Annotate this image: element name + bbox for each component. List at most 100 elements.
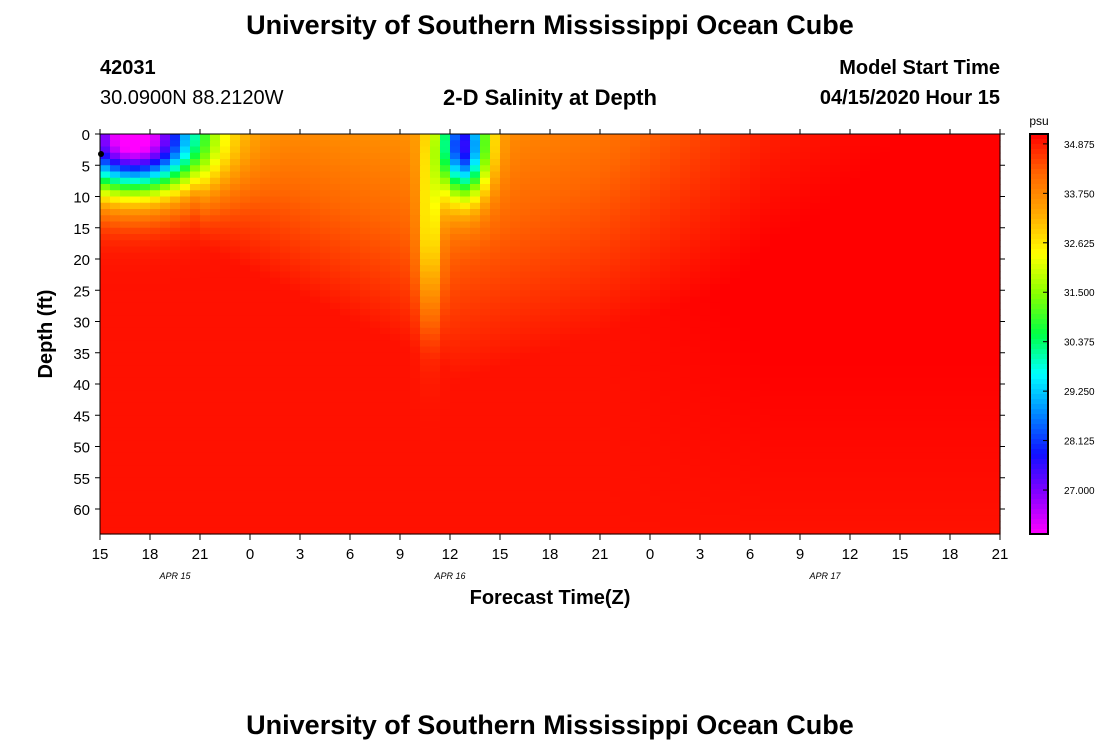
- heatmap-cell: [640, 215, 651, 223]
- heatmap-cell: [870, 452, 881, 460]
- heatmap-cell: [890, 202, 901, 210]
- heatmap-cell: [710, 140, 721, 148]
- heatmap-cell: [760, 165, 771, 173]
- heatmap-cell: [980, 340, 991, 348]
- heatmap-cell: [250, 365, 261, 373]
- heatmap-cell: [100, 209, 111, 216]
- heatmap-cell: [280, 265, 291, 273]
- heatmap-cell: [290, 196, 301, 204]
- heatmap-cell: [340, 302, 351, 310]
- heatmap-cell: [660, 277, 671, 285]
- heatmap-cell: [390, 265, 401, 273]
- heatmap-cell: [150, 234, 161, 241]
- heatmap-cell: [280, 402, 291, 410]
- heatmap-cell: [830, 446, 841, 454]
- heatmap-cell: [990, 421, 1001, 429]
- heatmap-cell: [880, 140, 891, 148]
- heatmap-cell: [100, 377, 111, 385]
- heatmap-cell: [160, 202, 171, 210]
- heatmap-cell: [390, 290, 401, 298]
- heatmap-cell: [570, 384, 581, 391]
- heatmap-cell: [980, 365, 991, 373]
- heatmap-cell: [640, 409, 651, 416]
- heatmap-cell: [560, 302, 571, 310]
- heatmap-cell: [790, 327, 801, 335]
- heatmap-cell: [540, 221, 551, 229]
- heatmap-cell: [440, 315, 451, 323]
- heatmap-cell: [410, 384, 421, 391]
- heatmap-cell: [490, 296, 501, 304]
- heatmap-cell: [600, 246, 611, 254]
- heatmap-cell: [710, 202, 721, 210]
- heatmap-cell: [680, 384, 691, 391]
- heatmap-cell: [650, 302, 661, 310]
- heatmap-cell: [630, 215, 641, 223]
- heatmap-cell: [490, 365, 501, 373]
- heatmap-cell: [420, 190, 431, 198]
- heatmap-cell: [880, 290, 891, 298]
- heatmap-cell: [320, 465, 331, 473]
- heatmap-cell: [130, 302, 141, 310]
- heatmap-cell: [860, 196, 871, 204]
- heatmap-cell: [800, 215, 811, 223]
- heatmap-cell: [140, 290, 151, 298]
- heatmap-cell: [660, 140, 671, 148]
- heatmap-cell: [690, 346, 701, 354]
- heatmap-cell: [480, 340, 491, 348]
- heatmap-cell: [120, 415, 131, 423]
- heatmap-cell: [130, 427, 141, 435]
- heatmap-cell: [710, 265, 721, 273]
- heatmap-cell: [570, 271, 581, 279]
- heatmap-cell: [150, 334, 161, 341]
- heatmap-cell: [880, 434, 891, 441]
- heatmap-cell: [740, 452, 751, 460]
- heatmap-cell: [130, 196, 141, 204]
- heatmap-cell: [580, 196, 591, 204]
- heatmap-cell: [160, 159, 171, 166]
- heatmap-cell: [380, 277, 391, 285]
- heatmap-cell: [230, 440, 241, 448]
- heatmap-cell: [380, 165, 391, 173]
- heatmap-cell: [720, 390, 731, 398]
- heatmap-cell: [800, 459, 811, 466]
- heatmap-cell: [500, 390, 511, 398]
- heatmap-cell: [210, 446, 221, 454]
- heatmap-cell: [980, 459, 991, 466]
- heatmap-cell: [810, 346, 821, 354]
- heatmap-cell: [550, 302, 561, 310]
- heatmap-cell: [550, 240, 561, 248]
- heatmap-cell: [300, 346, 311, 354]
- heatmap-cell: [140, 471, 151, 479]
- heatmap-cell: [440, 190, 451, 198]
- heatmap-cell: [830, 384, 841, 391]
- heatmap-cell: [850, 446, 861, 454]
- heatmap-cell: [650, 215, 661, 223]
- heatmap-cell: [640, 240, 651, 248]
- heatmap-cell: [740, 296, 751, 304]
- heatmap-cell: [610, 265, 621, 273]
- heatmap-cell: [380, 215, 391, 223]
- heatmap-cell: [690, 190, 701, 198]
- heatmap-cell: [500, 277, 511, 285]
- heatmap-cell: [650, 309, 661, 316]
- heatmap-cell: [380, 159, 391, 166]
- heatmap-cell: [490, 165, 501, 173]
- heatmap-cell: [970, 365, 981, 373]
- heatmap-cell: [680, 365, 691, 373]
- heatmap-cell: [560, 371, 571, 379]
- heatmap-cell: [590, 334, 601, 341]
- heatmap-cell: [540, 259, 551, 266]
- heatmap-cell: [730, 190, 741, 198]
- heatmap-cell: [590, 177, 601, 185]
- heatmap-cell: [670, 277, 681, 285]
- heatmap-cell: [900, 327, 911, 335]
- heatmap-cell: [410, 321, 421, 329]
- heatmap-cell: [240, 340, 251, 348]
- heatmap-cell: [310, 471, 321, 479]
- heatmap-cell: [490, 284, 501, 291]
- heatmap-cell: [430, 459, 441, 466]
- heatmap-cell: [890, 409, 901, 416]
- heatmap-cell: [200, 396, 211, 404]
- heatmap-cell: [600, 140, 611, 148]
- heatmap-cell: [110, 196, 121, 204]
